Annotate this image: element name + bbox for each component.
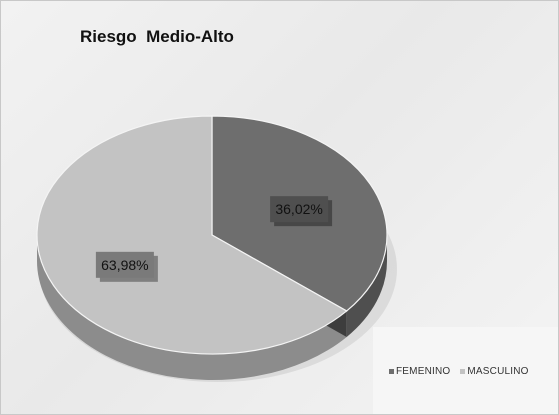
legend-swatch-masculino <box>460 369 466 374</box>
pie-slice-masculino <box>36 115 348 355</box>
data-label-box-masculino <box>95 251 154 278</box>
chart-title: Riesgo Medio-Alto <box>80 27 234 46</box>
legend-background <box>373 327 558 414</box>
legend-item-femenino: FEMENINO <box>389 366 450 377</box>
legend-swatch-femenino <box>389 369 394 374</box>
data-label-masculino: 63,98% <box>101 257 148 273</box>
pie-side-femenino <box>346 235 387 337</box>
data-label-femenino: 36,02% <box>275 201 322 217</box>
pie-side-masculino <box>37 235 347 380</box>
legend-label-masculino: MASCULINO <box>467 366 529 377</box>
legend: FEMENINO MASCULINO <box>389 366 529 377</box>
legend-label-femenino: FEMENINO <box>396 366 451 377</box>
data-label-box-femenino <box>270 196 329 223</box>
legend-item-masculino: MASCULINO <box>460 366 528 377</box>
